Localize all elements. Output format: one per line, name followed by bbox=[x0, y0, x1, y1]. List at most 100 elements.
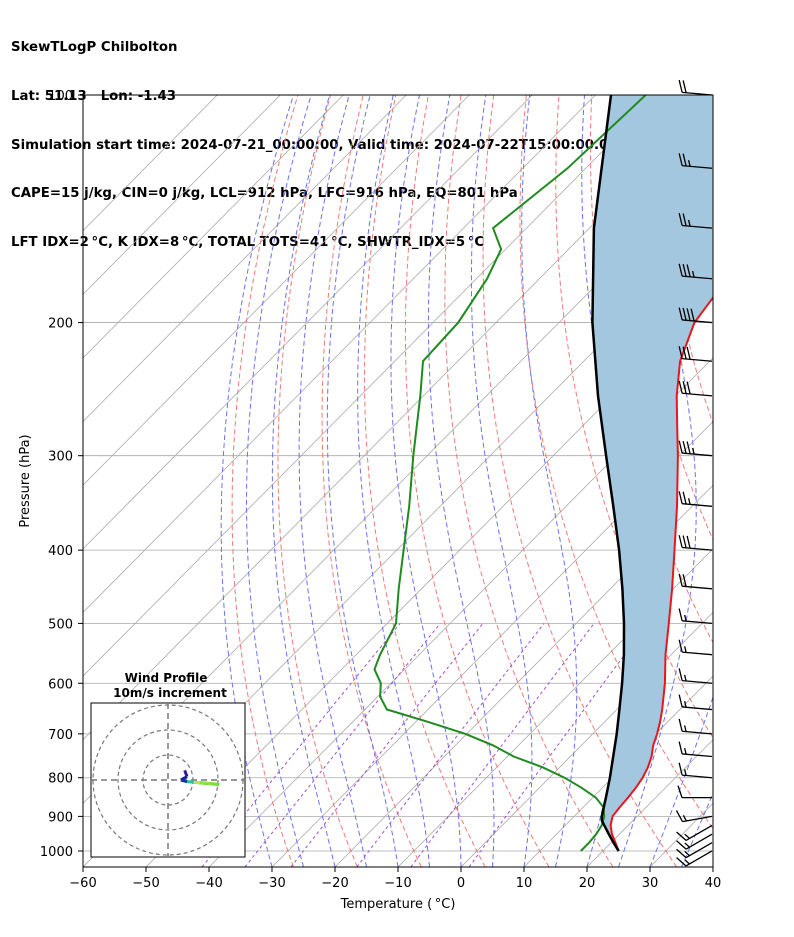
wind-barb bbox=[678, 573, 713, 590]
x-tick-label: −40 bbox=[195, 876, 222, 891]
isotherm-line bbox=[83, 95, 281, 295]
hodograph-trace bbox=[180, 778, 188, 784]
dry-adiabat bbox=[364, 95, 486, 867]
x-axis-ticks: −60 −50 −40 −30 −20 −10 0 10 20 30 40 bbox=[69, 867, 721, 891]
wind-barb bbox=[678, 380, 713, 397]
isotherm-line bbox=[83, 95, 533, 550]
isotherm-line bbox=[83, 95, 659, 677]
moist-adiabat bbox=[618, 95, 697, 867]
dry-adiabat bbox=[321, 95, 422, 867]
isotherm-line bbox=[83, 95, 407, 423]
x-tick-label: 20 bbox=[579, 876, 596, 891]
x-tick-label: −50 bbox=[132, 876, 159, 891]
hodograph-ring bbox=[117, 729, 219, 831]
moist-adiabat bbox=[390, 95, 462, 867]
wind-barb bbox=[676, 842, 713, 859]
wind-barb bbox=[678, 668, 713, 684]
isotherm-line bbox=[334, 484, 713, 867]
chart-header: SkewTLogP Chilbolton Lat: 51.13 Lon: -1.… bbox=[11, 8, 618, 267]
dewpoint-line bbox=[373, 95, 647, 852]
wind-barb bbox=[678, 762, 713, 779]
isotherm-line bbox=[712, 866, 713, 867]
isotherm-line bbox=[83, 95, 218, 232]
x-tick-label: 40 bbox=[705, 876, 722, 891]
x-tick-label: −10 bbox=[384, 876, 411, 891]
moist-adiabat bbox=[326, 95, 399, 867]
moist-adiabat bbox=[712, 865, 713, 867]
dry-adiabat bbox=[722, 95, 794, 867]
index-line: LFT IDX=2 °C, K IDX=8 °C, TOTAL TOTS=41 … bbox=[11, 234, 485, 250]
inset-subtitle: 10m/s increment bbox=[113, 686, 227, 700]
temperature-line bbox=[609, 295, 713, 852]
y-tick-label: 500 bbox=[48, 617, 73, 632]
parcel-line bbox=[591, 95, 626, 852]
dry-adiabat bbox=[277, 95, 358, 867]
dry-adiabat bbox=[444, 95, 614, 867]
x-tick-label: 30 bbox=[642, 876, 659, 891]
y-tick-label: 700 bbox=[48, 728, 73, 743]
wind-barb bbox=[678, 440, 713, 457]
moist-adiabat bbox=[470, 95, 533, 867]
isotherm-line bbox=[776, 95, 794, 867]
x-tick-label: −20 bbox=[321, 876, 348, 891]
x-tick-label: 10 bbox=[516, 876, 533, 891]
mixing-ratio-line bbox=[468, 623, 649, 867]
profiles bbox=[373, 95, 713, 852]
wind-barbs bbox=[675, 79, 713, 867]
wind-barb bbox=[678, 491, 713, 507]
hodograph-inset: Wind Profile 10m/s increment bbox=[90, 671, 246, 858]
dry-adiabat bbox=[519, 95, 713, 830]
isotherm-line bbox=[397, 548, 713, 867]
cape-fill bbox=[592, 95, 713, 851]
wind-barb bbox=[676, 850, 713, 867]
wind-barb bbox=[678, 307, 713, 324]
wind-barb bbox=[678, 346, 713, 362]
hodograph-trace bbox=[193, 780, 201, 785]
wind-barb bbox=[678, 79, 713, 96]
moist-adiabat bbox=[427, 95, 495, 867]
location-line: Lat: 51.13 Lon: -1.43 bbox=[11, 89, 177, 105]
wind-barb bbox=[678, 608, 713, 625]
y-tick-label: 800 bbox=[48, 772, 73, 787]
chart-title: SkewTLogP Chilbolton bbox=[11, 40, 178, 56]
dry-adiabat bbox=[231, 95, 299, 867]
x-tick-label: 0 bbox=[457, 876, 465, 891]
wind-barb bbox=[678, 694, 713, 711]
moist-adiabat bbox=[246, 95, 312, 867]
wind-barb bbox=[675, 810, 713, 823]
wind-barb bbox=[678, 741, 713, 758]
cape-area bbox=[592, 95, 713, 851]
wind-barb bbox=[678, 213, 713, 229]
wind-barb bbox=[676, 824, 713, 841]
moist-adiabat bbox=[649, 695, 713, 867]
hodograph-trace bbox=[187, 780, 194, 784]
mixing-ratio-line bbox=[244, 623, 441, 867]
isotherm-line bbox=[83, 95, 344, 359]
mixing-ratio-line bbox=[410, 623, 595, 867]
dry-adiabat bbox=[755, 95, 794, 867]
isotherm-line bbox=[460, 611, 713, 867]
mixing-ratio-line bbox=[290, 623, 484, 867]
y-tick-label: 200 bbox=[48, 317, 73, 332]
isotherm-line bbox=[145, 293, 713, 867]
y-tick-label: 300 bbox=[48, 450, 73, 465]
time-line: Simulation start time: 2024-07-21_00:00:… bbox=[11, 137, 618, 153]
hodograph-trace bbox=[183, 769, 189, 778]
y-tick-label: 1000 bbox=[40, 845, 73, 860]
hodograph-trace bbox=[212, 782, 220, 786]
y-axis-label: Pressure (hPa) bbox=[18, 434, 33, 527]
isotherm-line bbox=[83, 95, 470, 486]
x-tick-label: −30 bbox=[258, 876, 285, 891]
cape-line: CAPE=15 j/kg, CIN=0 j/kg, LCL=912 hPa, L… bbox=[11, 186, 518, 202]
y-tick-label: 100 bbox=[48, 89, 73, 104]
wind-barb bbox=[678, 263, 713, 280]
inset-title: Wind Profile bbox=[125, 671, 208, 685]
moist-adiabat bbox=[357, 95, 430, 867]
wind-barb bbox=[678, 153, 713, 169]
wind-barb bbox=[677, 785, 712, 799]
mixing-ratio-line bbox=[356, 623, 545, 867]
wind-barb bbox=[678, 639, 713, 656]
x-axis-label: Temperature ( °C) bbox=[340, 897, 456, 912]
wind-barb bbox=[678, 718, 713, 735]
